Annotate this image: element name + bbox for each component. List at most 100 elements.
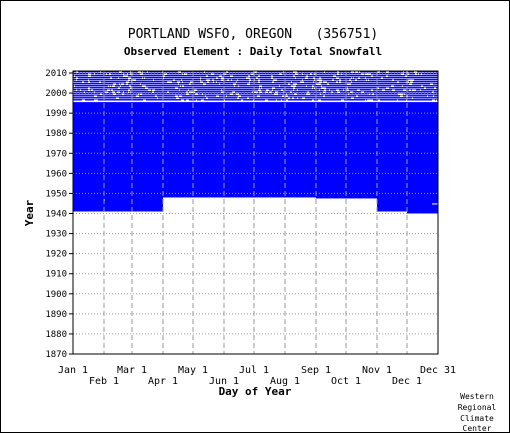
- missing-day: [258, 79, 260, 81]
- missing-day: [310, 73, 312, 75]
- missing-day: [116, 97, 119, 99]
- missing-day: [169, 81, 172, 83]
- missing-day: [82, 99, 85, 101]
- credit-line: Western: [460, 392, 494, 401]
- missing-day: [145, 87, 148, 89]
- missing-day: [258, 89, 261, 91]
- missing-day: [258, 75, 260, 77]
- missing-day: [84, 91, 85, 93]
- missing-day: [91, 89, 93, 91]
- missing-day: [410, 79, 413, 81]
- missing-day: [234, 85, 235, 87]
- missing-day: [241, 99, 243, 101]
- missing-day: [259, 85, 262, 87]
- credit-line: Climate: [460, 414, 494, 423]
- missing-day: [94, 95, 97, 97]
- missing-day: [128, 91, 129, 93]
- missing-day: [216, 81, 217, 83]
- missing-day: [412, 97, 413, 99]
- missing-day: [82, 81, 84, 83]
- y-tick-label: 1880: [45, 330, 67, 340]
- missing-day: [148, 89, 149, 91]
- missing-day: [394, 89, 395, 91]
- missing-day: [113, 93, 116, 95]
- missing-day: [351, 97, 353, 99]
- missing-day: [247, 77, 250, 79]
- missing-day: [336, 81, 338, 83]
- missing-day: [106, 73, 107, 75]
- missing-day: [306, 93, 309, 95]
- data-row: [73, 97, 438, 99]
- missing-day: [295, 71, 297, 73]
- missing-day: [312, 85, 314, 87]
- missing-day: [189, 83, 191, 85]
- missing-day: [297, 97, 298, 99]
- missing-day: [351, 81, 352, 83]
- missing-day: [121, 83, 124, 85]
- missing-day: [403, 71, 404, 73]
- missing-day: [216, 77, 218, 79]
- missing-day: [404, 93, 405, 95]
- missing-day: [410, 81, 413, 83]
- missing-day: [163, 75, 165, 77]
- missing-day: [347, 83, 348, 85]
- missing-day: [182, 85, 184, 87]
- missing-day: [138, 93, 139, 95]
- missing-day: [265, 99, 268, 101]
- missing-day: [175, 95, 177, 97]
- missing-day: [110, 77, 112, 79]
- missing-day: [142, 77, 143, 79]
- missing-day: [405, 75, 407, 77]
- missing-day: [181, 99, 184, 101]
- missing-day: [279, 73, 282, 75]
- missing-day: [140, 83, 141, 85]
- y-tick-label: 1990: [45, 109, 67, 119]
- missing-day: [190, 91, 192, 93]
- missing-day: [370, 99, 373, 101]
- missing-day: [377, 71, 380, 73]
- missing-day: [219, 75, 222, 77]
- missing-day: [94, 73, 95, 75]
- missing-day: [74, 75, 75, 77]
- missing-day: [206, 79, 208, 81]
- missing-day: [297, 89, 298, 91]
- data-row: [73, 93, 438, 95]
- missing-day: [142, 71, 143, 73]
- missing-day: [319, 79, 322, 81]
- missing-day: [293, 85, 296, 87]
- missing-day: [319, 83, 321, 85]
- missing-day: [186, 99, 189, 101]
- missing-day: [400, 95, 403, 97]
- missing-day: [353, 77, 354, 79]
- missing-day: [400, 93, 403, 95]
- missing-day: [257, 91, 258, 93]
- missing-day: [201, 99, 204, 101]
- missing-day: [211, 73, 214, 75]
- missing-day: [351, 71, 354, 73]
- missing-day: [306, 75, 308, 77]
- missing-day: [355, 71, 358, 73]
- missing-day: [227, 79, 229, 81]
- missing-day: [421, 73, 422, 75]
- missing-day: [88, 81, 90, 83]
- missing-day: [165, 73, 167, 75]
- missing-day: [418, 73, 419, 75]
- missing-day: [285, 95, 288, 97]
- data-row: [73, 77, 438, 79]
- missing-day: [119, 71, 122, 73]
- missing-day: [307, 91, 309, 93]
- missing-day: [306, 85, 307, 87]
- missing-day: [273, 79, 274, 81]
- missing-day: [302, 73, 303, 75]
- missing-day: [323, 91, 326, 93]
- missing-day: [302, 79, 303, 81]
- missing-day: [117, 91, 120, 93]
- missing-day: [409, 83, 412, 85]
- missing-day: [312, 99, 314, 101]
- missing-day: [295, 73, 298, 75]
- x-tick-label: Jan 1: [58, 365, 88, 376]
- missing-day: [300, 81, 302, 83]
- missing-day: [221, 91, 224, 93]
- data-row: [73, 85, 438, 87]
- missing-day: [213, 81, 214, 83]
